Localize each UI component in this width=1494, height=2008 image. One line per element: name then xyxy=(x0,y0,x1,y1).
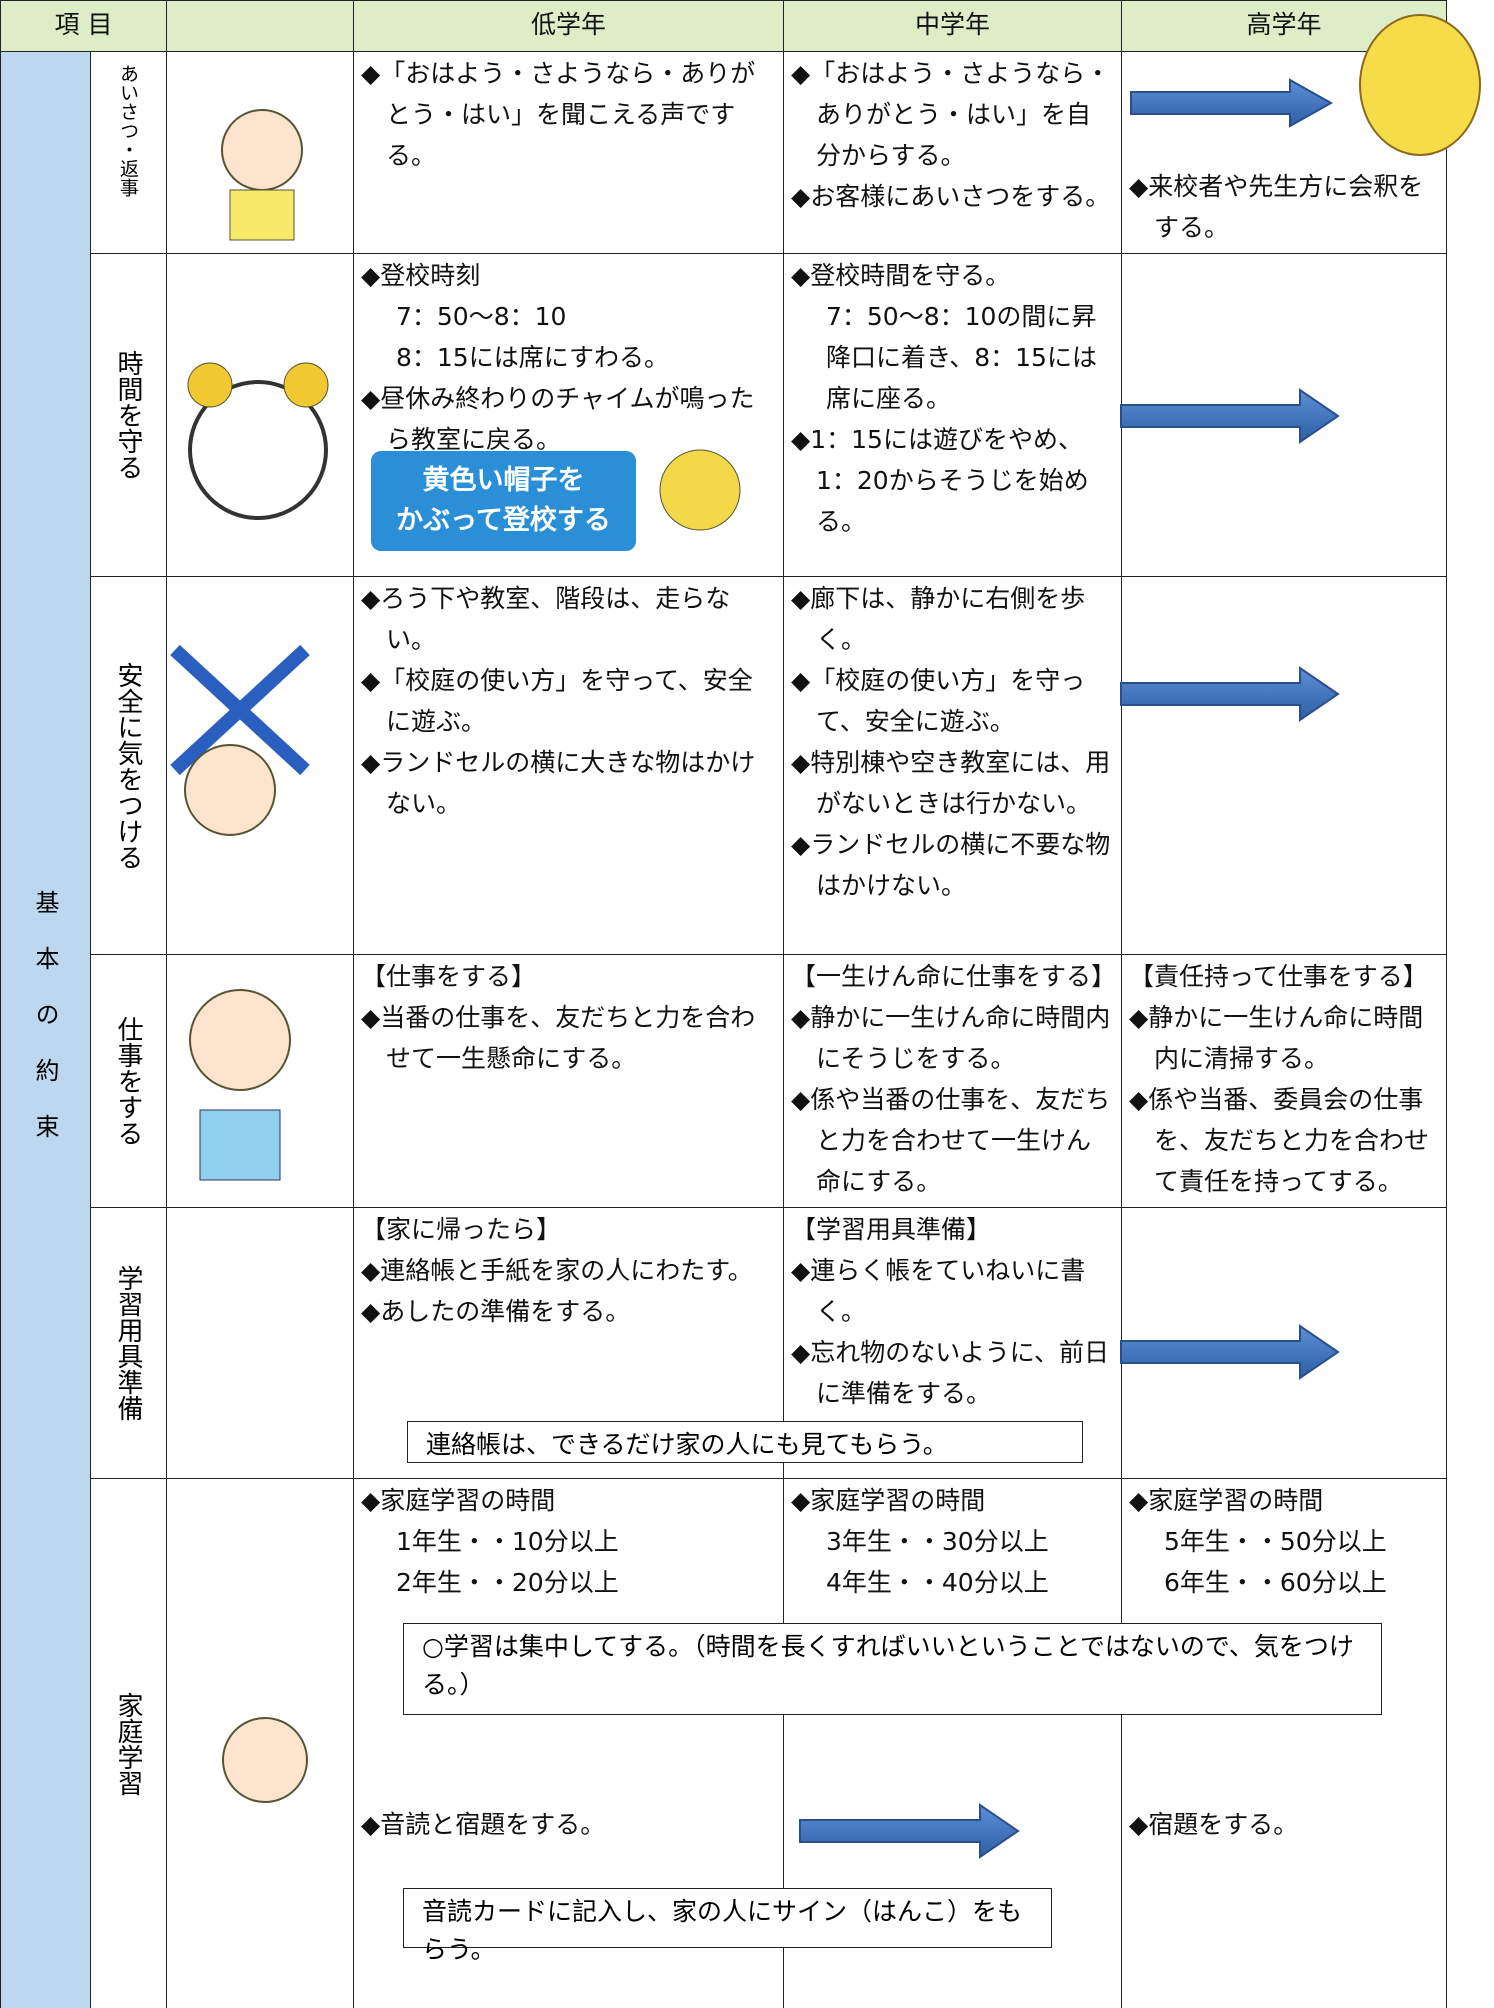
category: あいさつ・返事 xyxy=(90,51,167,254)
header-cell: 項 目 xyxy=(0,0,167,52)
image-cell xyxy=(166,576,354,955)
cell-content: ◆家庭学習の時間 3年生・・30分以上 4年生・・40分以上 xyxy=(791,1480,1115,1603)
cell xyxy=(1121,576,1447,955)
cell-content: 【仕事をする】 ◆当番の仕事を、友だちと力を合わせて一生懸命にする。 xyxy=(361,956,777,1079)
cell-text: ◆1：15には遊びをやめ、1：20からそうじを始める。 xyxy=(791,425,1089,536)
category: 安全に気をつける xyxy=(90,576,167,955)
cell-text: 【家に帰ったら】 xyxy=(361,1215,562,1244)
cell-text: 7：50〜8：10 xyxy=(396,302,567,331)
cell-text: ◆「校庭の使い方」を守って、安全に遊ぶ。 xyxy=(791,666,1086,736)
cell-text: ◆静かに一生けん命に時間内に清掃する。 xyxy=(1129,1003,1424,1073)
cell-text: 2年生・・20分以上 xyxy=(396,1568,619,1597)
bubble-text: 黄色い帽子を xyxy=(422,465,585,496)
cell xyxy=(1121,1207,1447,1479)
cell-text: ◆「おはよう・さようなら・ありがとう・はい」を聞こえる声でする。 xyxy=(361,59,756,170)
header-cell: 高学年 xyxy=(1121,0,1447,52)
cell-text: ◆宿題をする。 xyxy=(1129,1810,1299,1839)
category: 家庭学習 xyxy=(90,1478,167,2008)
cell-text: 6年生・・60分以上 xyxy=(1164,1568,1387,1597)
image-cell xyxy=(166,1207,354,1479)
header-cell xyxy=(166,0,354,52)
cell-content: 【責任持って仕事をする】 ◆静かに一生けん命に時間内に清掃する。 ◆係や当番、委員会… xyxy=(1129,956,1440,1202)
cell-content: ◆登校時間を守る。 7：50〜8：10の間に昇降口に着き、8：15には席に座る。 ◆… xyxy=(791,255,1115,542)
cell-text: ◆来校者や先生方に会釈をする。 xyxy=(1129,172,1424,242)
cell-content: ◆来校者や先生方に会釈をする。 xyxy=(1129,166,1440,248)
category: 時間を守る xyxy=(90,253,167,577)
cell-text: ◆当番の仕事を、友だちと力を合わせて一生懸命にする。 xyxy=(361,1003,756,1073)
cell xyxy=(783,253,1122,577)
cell-text: ◆連らく帳をていねいに書く。 xyxy=(791,1256,1086,1326)
header-cell: 中学年 xyxy=(783,0,1122,52)
bubble-text: かぶって登校する xyxy=(396,505,611,536)
cell xyxy=(353,576,784,955)
cell-text: ◆廊下は、静かに右側を歩く。 xyxy=(791,584,1086,654)
cell xyxy=(783,51,1122,254)
cell-text: ◆係や当番、委員会の仕事を、友だちと力を合わせて責任を持ってする。 xyxy=(1129,1085,1430,1196)
cell-text: 【責任持って仕事をする】 xyxy=(1129,962,1428,991)
cell-text: ◆音読と宿題をする。 xyxy=(361,1810,606,1839)
image-cell xyxy=(166,1478,354,2008)
cell-text: ◆家庭学習の時間 xyxy=(361,1486,556,1515)
note-box: 音読カードに記入し、家の人にサイン（はんこ）をもらう。 xyxy=(403,1888,1052,1964)
category: 仕事をする xyxy=(90,954,167,1208)
image-cell xyxy=(166,954,354,1208)
category: 学習用具準備 xyxy=(90,1207,167,1479)
cell-text: 7：50〜8：10の間に昇降口に着き、8：15には席に座る。 xyxy=(826,302,1097,413)
cell-text: ◆家庭学習の時間 xyxy=(791,1486,986,1515)
cell-content: 【家に帰ったら】 ◆連絡帳と手紙を家の人にわたす。 ◆あしたの準備をする。 xyxy=(361,1209,777,1332)
cell-content: ◆家庭学習の時間 5年生・・50分以上 6年生・・60分以上 xyxy=(1129,1480,1440,1603)
cell-text: ◆静かに一生けん命に時間内にそうじをする。 xyxy=(791,1003,1111,1073)
cell-text: 【仕事をする】 xyxy=(361,962,537,991)
cell-text: ◆「校庭の使い方」を守って、安全に遊ぶ。 xyxy=(361,666,753,736)
cell-content: ◆家庭学習の時間 1年生・・10分以上 2年生・・20分以上 xyxy=(361,1480,777,1603)
cell-content: ◆廊下は、静かに右側を歩く。 ◆「校庭の使い方」を守って、安全に遊ぶ。 ◆特別棟や空… xyxy=(791,578,1115,906)
cell xyxy=(1121,1478,1447,2008)
cell-content: ◆音読と宿題をする。 xyxy=(361,1804,781,1845)
cell xyxy=(1121,253,1447,577)
cell-content: ◆宿題をする。 xyxy=(1129,1804,1439,1845)
cell-text: ◆「おはよう・さようなら・ありがとう・はい」を自分からする。 xyxy=(791,59,1111,170)
cell-text: 【一生けん命に仕事をする】 xyxy=(791,962,1117,991)
cell-content: ◆登校時刻 7：50〜8：10 8：15には席にすわる。 ◆昼休み終わりのチャイムが鳴… xyxy=(361,255,777,460)
cell-text: 8：15には席にすわる。 xyxy=(396,343,669,372)
cell-text: 1年生・・10分以上 xyxy=(396,1527,619,1556)
cell-text: ◆あしたの準備をする。 xyxy=(361,1297,631,1326)
cell-text: ◆連絡帳と手紙を家の人にわたす。 xyxy=(361,1256,753,1285)
cell-content: ◆「おはよう・さようなら・ありがとう・はい」を聞こえる声でする。 xyxy=(361,53,777,176)
cell-text: ◆係や当番の仕事を、友だちと力を合わせて一生けん命にする。 xyxy=(791,1085,1111,1196)
cell xyxy=(353,954,784,1208)
cell-text: 3年生・・30分以上 xyxy=(826,1527,1049,1556)
cell xyxy=(783,576,1122,955)
cell-text: ◆忘れ物のないように、前日に準備をする。 xyxy=(791,1338,1109,1408)
cell-content: 【一生けん命に仕事をする】 ◆静かに一生けん命に時間内にそうじをする。 ◆係や当番の… xyxy=(791,956,1117,1202)
image-cell xyxy=(166,253,354,577)
cell-text: ◆ろう下や教室、階段は、走らない。 xyxy=(361,584,731,654)
cell-text: ◆家庭学習の時間 xyxy=(1129,1486,1324,1515)
cell-text: ◆特別棟や空き教室には、用がないときは行かない。 xyxy=(791,748,1111,818)
cell-text: ◆昼休み終わりのチャイムが鳴ったら教室に戻る。 xyxy=(361,384,755,454)
note-box: ○学習は集中してする。（時間を長くすればいいということではないので、気をつける。… xyxy=(403,1623,1382,1715)
cell xyxy=(1121,954,1447,1208)
speech-bubble: 黄色い帽子を かぶって登校する xyxy=(371,451,636,551)
note-box: 連絡帳は、できるだけ家の人にも見てもらう。 xyxy=(407,1421,1083,1463)
side-label: 基本の約束 xyxy=(0,51,91,2008)
cell-text: ◆ランドセルの横に大きな物はかけない。 xyxy=(361,748,756,818)
header-cell: 低学年 xyxy=(353,0,784,52)
cell-text: 5年生・・50分以上 xyxy=(1164,1527,1387,1556)
cell-content: 【学習用具準備】 ◆連らく帳をていねいに書く。 ◆忘れ物のないように、前日に準備をす… xyxy=(791,1209,1115,1414)
cell-text: ◆登校時間を守る。 xyxy=(791,261,1011,290)
cell xyxy=(783,954,1122,1208)
cell-text: ◆お客様にあいさつをする。 xyxy=(791,182,1111,211)
cell-text: ◆ランドセルの横に不要な物はかけない。 xyxy=(791,830,1111,900)
cell-content: ◆「おはよう・さようなら・ありがとう・はい」を自分からする。 ◆お客様にあいさつを… xyxy=(791,53,1115,217)
cell-text: 4年生・・40分以上 xyxy=(826,1568,1049,1597)
cell-text: ◆登校時刻 xyxy=(361,261,481,290)
cell-content: ◆ろう下や教室、階段は、走らない。 ◆「校庭の使い方」を守って、安全に遊ぶ。 ◆ラン… xyxy=(361,578,777,824)
cell-text: 【学習用具準備】 xyxy=(791,1215,992,1244)
cell xyxy=(353,51,784,254)
image-cell xyxy=(166,51,354,254)
